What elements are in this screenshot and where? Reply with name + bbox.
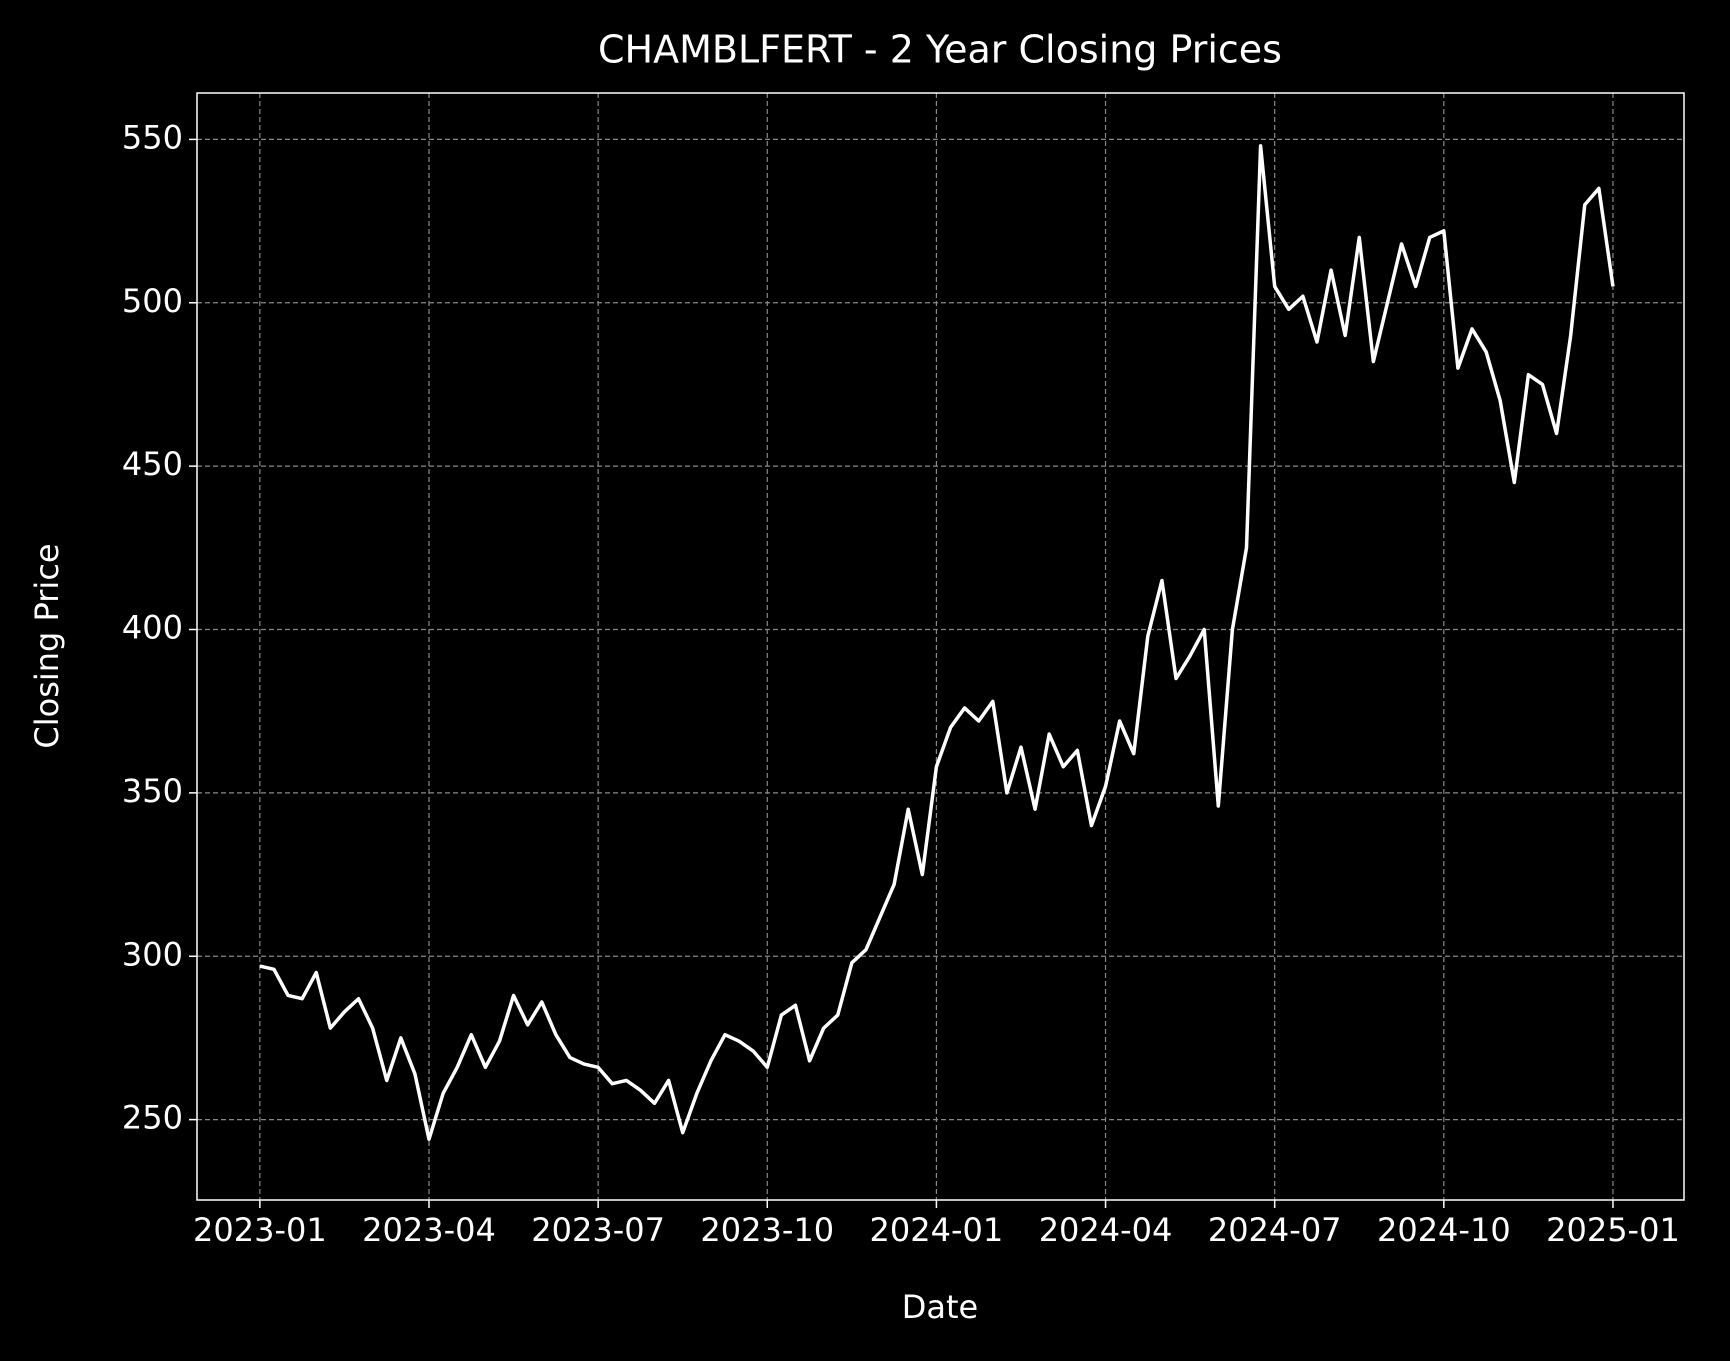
y-tick-label: 300 bbox=[122, 935, 183, 973]
price-line bbox=[259, 144, 1615, 1141]
y-tick-label: 450 bbox=[122, 445, 183, 483]
x-axis-label: Date bbox=[902, 1288, 978, 1326]
y-tick-label: 550 bbox=[122, 118, 183, 156]
y-tick-label: 500 bbox=[122, 282, 183, 320]
x-tick-label: 2023-01 bbox=[193, 1211, 327, 1249]
plot-frame bbox=[196, 92, 1685, 1201]
y-tick-label: 250 bbox=[122, 1099, 183, 1137]
x-tick-label: 2024-04 bbox=[1039, 1211, 1173, 1249]
x-tick-label: 2024-01 bbox=[870, 1211, 1004, 1249]
y-tick-label: 400 bbox=[122, 609, 183, 647]
x-tick-label: 2024-10 bbox=[1377, 1211, 1511, 1249]
x-tick-label: 2023-07 bbox=[531, 1211, 665, 1249]
x-tick-label: 2023-10 bbox=[700, 1211, 834, 1249]
y-axis-label: Closing Price bbox=[28, 543, 66, 748]
x-tick-label: 2024-07 bbox=[1208, 1211, 1342, 1249]
x-tick-label: 2025-01 bbox=[1546, 1211, 1680, 1249]
x-tick-label: 2023-04 bbox=[362, 1211, 496, 1249]
chart-title: CHAMBLFERT - 2 Year Closing Prices bbox=[598, 28, 1282, 72]
y-tick-label: 350 bbox=[122, 772, 183, 810]
